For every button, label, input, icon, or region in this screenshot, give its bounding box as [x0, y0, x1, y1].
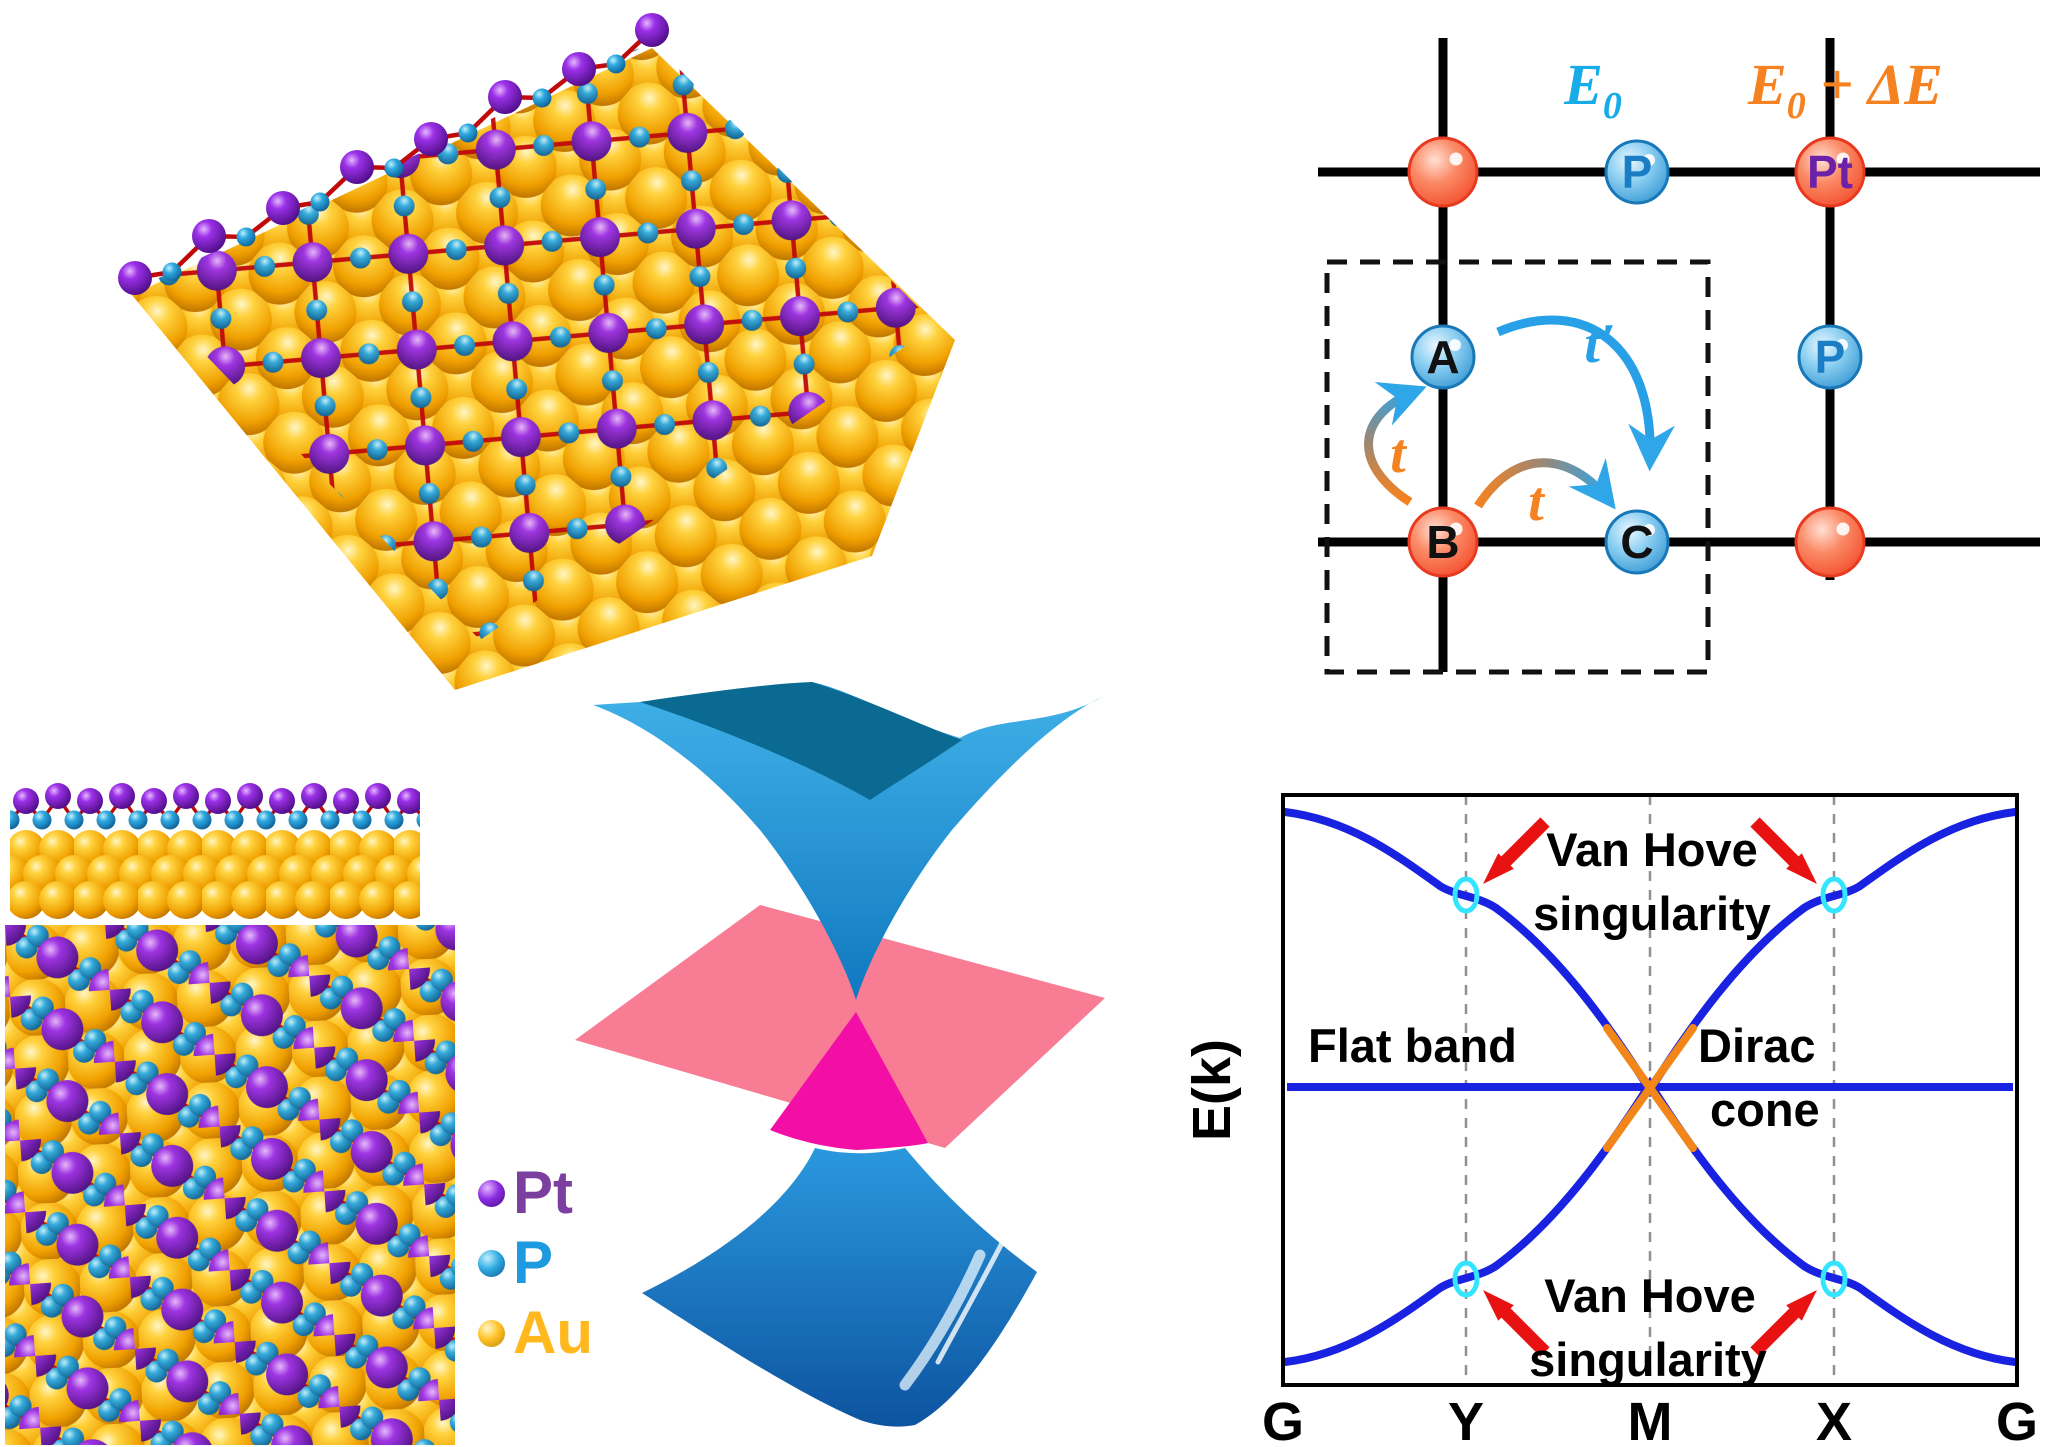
site-c-sphere: C — [1604, 509, 1670, 575]
site-pt-sphere: Pt — [1794, 136, 1866, 208]
legend-label-p: P — [513, 1229, 554, 1296]
site-p-right-sphere: P — [1797, 324, 1863, 390]
side-view-slab — [10, 775, 420, 920]
site-label-c: C — [1620, 516, 1653, 568]
p-sphere-icon — [478, 1249, 505, 1277]
vh-bottom-text-2: singularity — [1529, 1333, 1767, 1386]
legend-item-p: P — [478, 1228, 593, 1298]
plot-frame — [1281, 793, 2019, 1387]
legend-item-au: Au — [478, 1298, 593, 1368]
upper-surface-back-face — [640, 682, 962, 800]
hopping-arrow-t-BA — [1364, 382, 1427, 506]
vh-top-text-1: Van Hove — [1546, 823, 1758, 876]
dirac-text-1: Dirac — [1698, 1019, 1816, 1072]
legend-label-au: Au — [513, 1299, 593, 1366]
lower-surface-highlight-2 — [935, 1240, 1005, 1365]
hopping-arrow-tprime-AC — [1496, 315, 1675, 472]
pt-sphere-icon — [478, 1179, 505, 1207]
fermi-plane — [575, 905, 1105, 1148]
ptp-network-layer — [140, 42, 936, 640]
lattice-sites: P Pt A B C — [1407, 136, 1866, 578]
van-hove-arrow — [1483, 817, 1550, 884]
upper-band-surface — [593, 682, 1102, 1000]
xtick-x: X — [1816, 1392, 1852, 1447]
top-view-ptp-layer — [5, 925, 455, 1445]
atom-legend: Pt P Au — [478, 1158, 593, 1368]
vh-bottom-text-1: Van Hove — [1544, 1269, 1756, 1322]
site-p-top-sphere: P — [1604, 139, 1670, 205]
hopping-arrow-t-BC — [1474, 458, 1616, 510]
dirac-cone-3d-plot — [575, 682, 1105, 1427]
lieb-lattice-schematic: P Pt A B C — [1318, 38, 2040, 675]
xtick-m: M — [1628, 1392, 1673, 1447]
site-label-p-right: P — [1815, 331, 1846, 383]
xtick-y: Y — [1448, 1392, 1484, 1447]
van-hove-marker — [1452, 876, 1480, 914]
site-label-p-top: P — [1622, 146, 1653, 198]
lower-cone-tip — [770, 1012, 928, 1150]
hopping-t2-label: t — [1528, 471, 1545, 533]
band-structure-plot: Van Hove singularity Flat band Dirac con… — [1190, 793, 2038, 1447]
site-a-sphere: A — [1410, 324, 1476, 390]
ylabel-ek: E(k) — [1190, 1039, 1242, 1141]
onsite-energy-pt-label: E0 + ΔE — [1747, 52, 1943, 127]
site-label-b: B — [1426, 516, 1459, 568]
xtick-g-left: G — [1262, 1392, 1304, 1447]
site-label-a: A — [1426, 331, 1459, 383]
site-label-pt: Pt — [1807, 146, 1853, 198]
hopping-t1-label: t — [1390, 423, 1407, 485]
xtick-g-right: G — [1996, 1392, 2038, 1447]
xtick-labels: G Y M X G — [1262, 1392, 2038, 1447]
vh-top-text-2: singularity — [1533, 887, 1771, 940]
ptp-edge-chain — [118, 13, 669, 295]
corner-site-sphere — [1407, 136, 1479, 208]
legend-item-pt: Pt — [478, 1158, 593, 1228]
dirac-cone-highlight — [1603, 1024, 1697, 1152]
lower-surface-highlight — [899, 1249, 986, 1391]
dirac-text-2: cone — [1710, 1083, 1820, 1136]
structure-top-view — [5, 925, 455, 1445]
corner-site-sphere-2 — [1794, 506, 1866, 578]
flat-band-text: Flat band — [1308, 1019, 1517, 1072]
au-sphere-icon — [478, 1319, 505, 1347]
structure-side-view — [10, 775, 420, 920]
site-b-sphere: B — [1407, 506, 1479, 578]
legend-label-pt: Pt — [513, 1159, 573, 1226]
onsite-energy-p-label: E0 — [1563, 52, 1622, 127]
van-hove-arrow-2 — [1750, 817, 1817, 884]
hopping-tprime-label: t′ — [1584, 313, 1615, 375]
structure-3d-perspective — [118, 13, 955, 690]
